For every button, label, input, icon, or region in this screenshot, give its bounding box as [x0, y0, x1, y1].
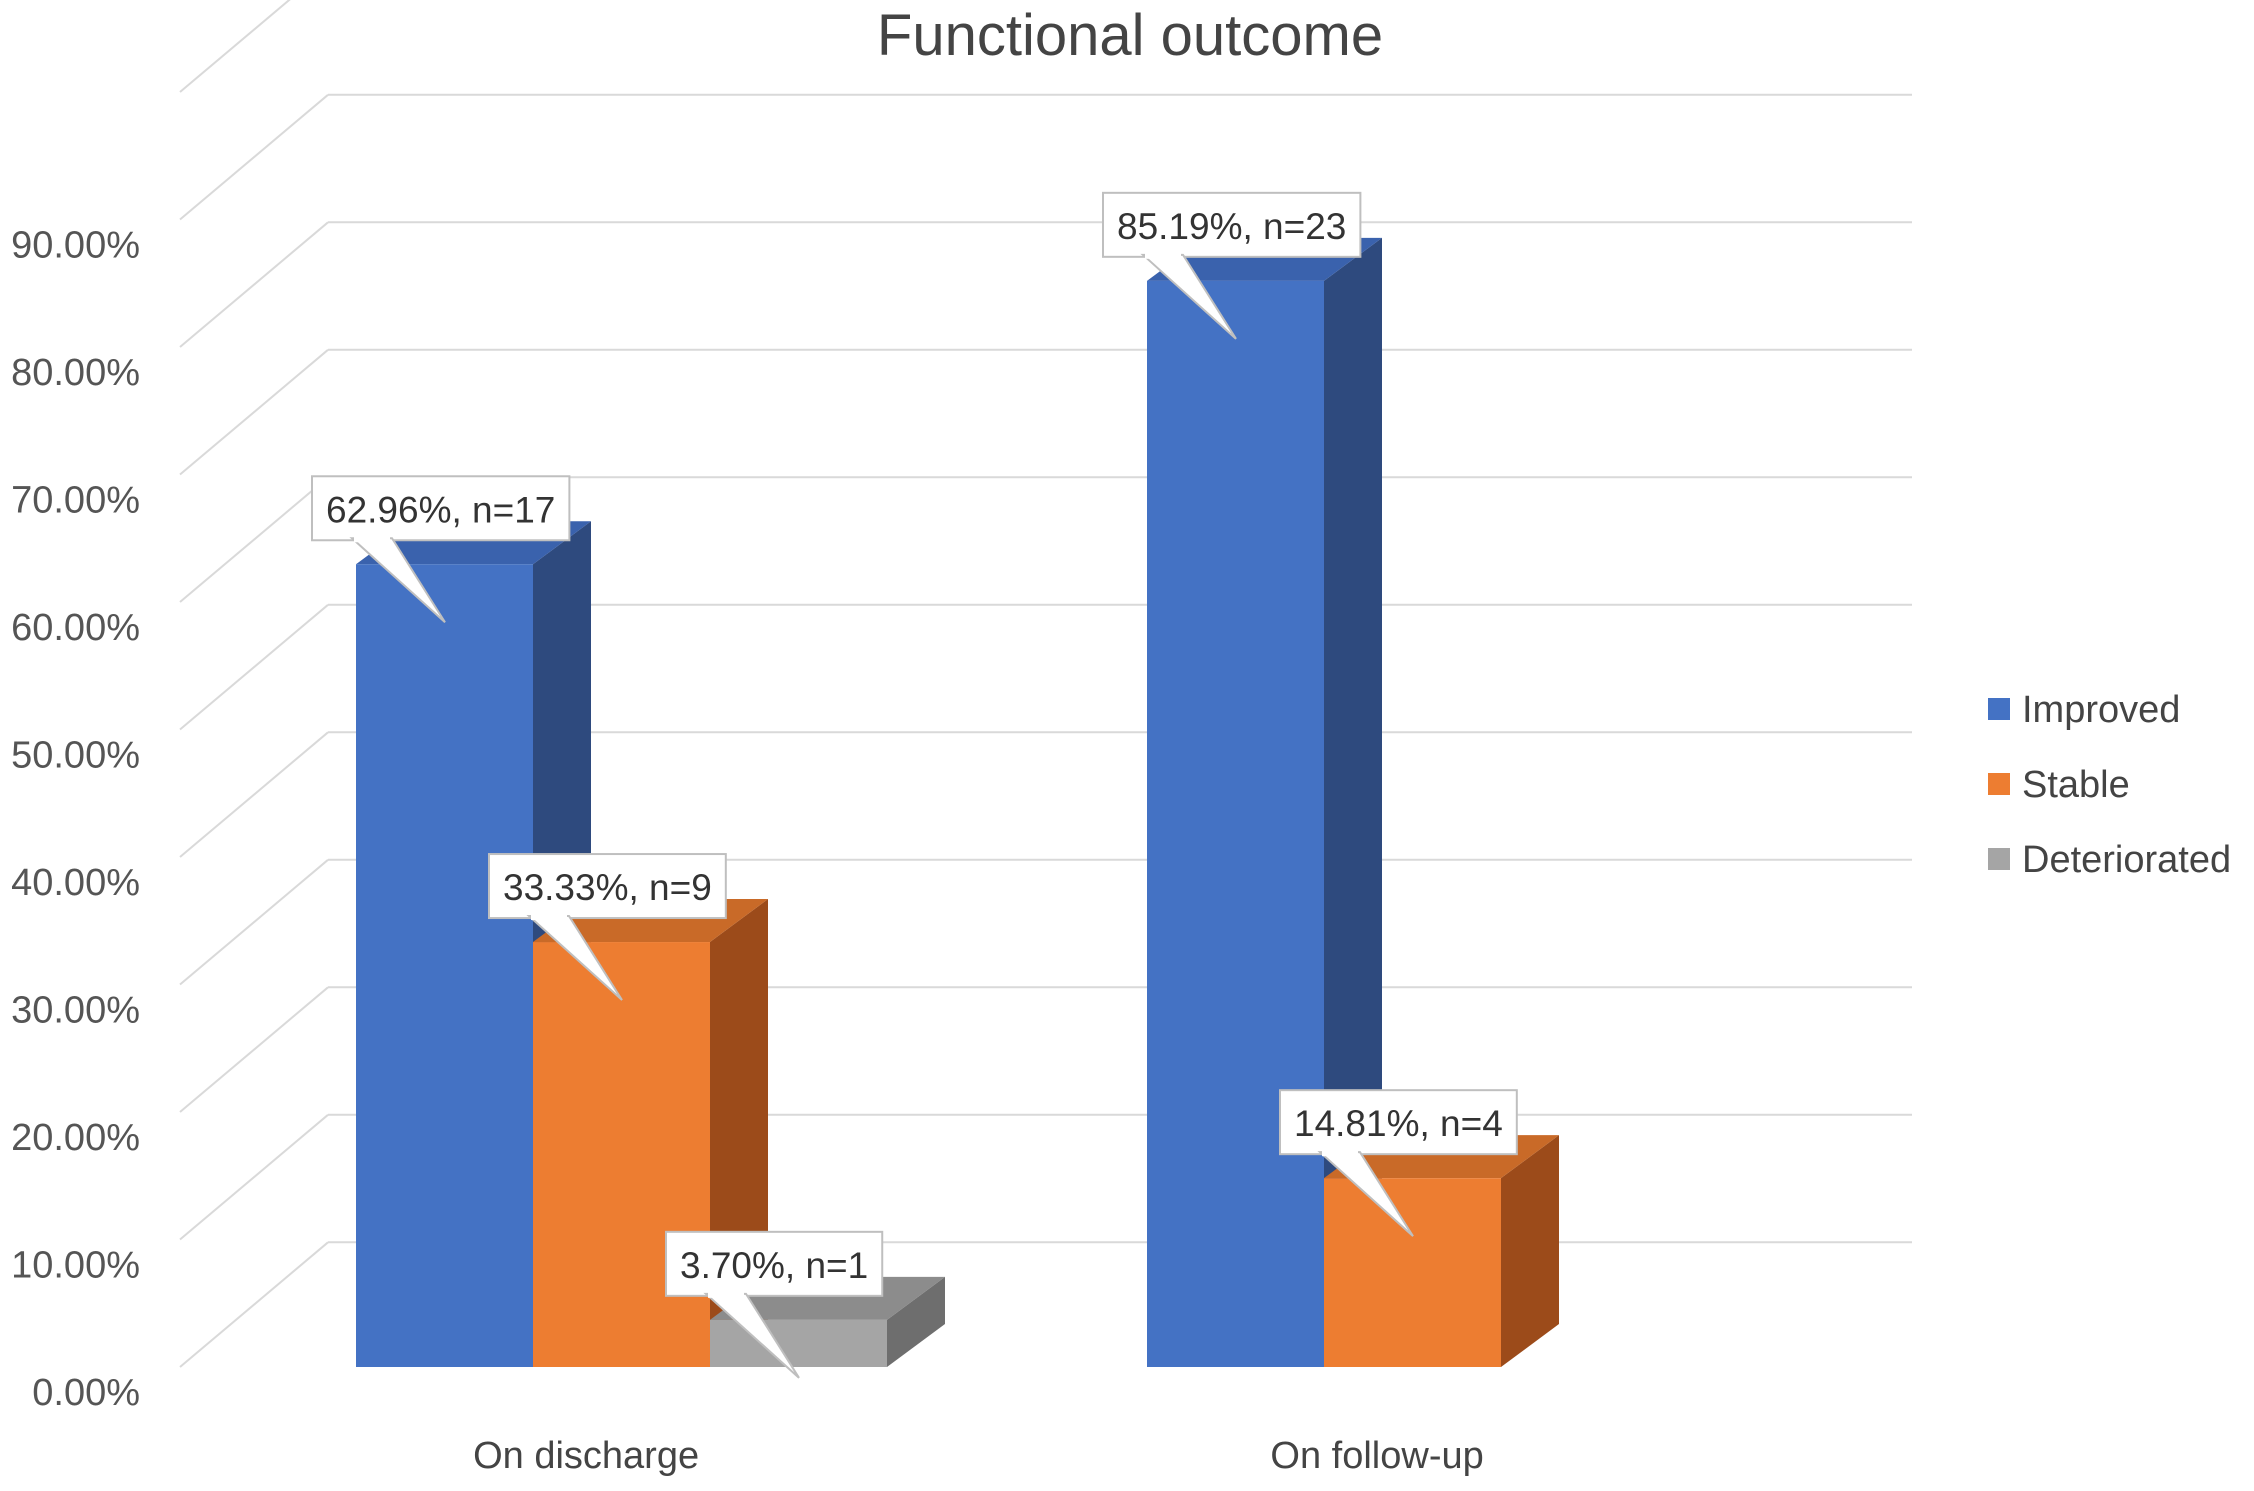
legend-swatch [1988, 698, 2010, 720]
legend-label: Deteriorated [2022, 839, 2231, 881]
data-label-stable-on-discharge: 33.33%, n=9 [488, 853, 727, 1001]
legend-label: Stable [2022, 764, 2130, 806]
legend-item-improved: Improved [1988, 689, 2180, 731]
callout-box [488, 853, 727, 920]
callout-seam [354, 536, 390, 543]
y-tick-label: 40.00% [11, 862, 140, 904]
y-tick-label: 50.00% [11, 735, 140, 777]
y-tick-label: 0.00% [32, 1372, 140, 1414]
legend-label: Improved [2022, 689, 2180, 731]
y-tick-label: 60.00% [11, 607, 140, 649]
gridline-diagonal [179, 94, 329, 221]
callout-seam [708, 1291, 744, 1298]
bar-side [1501, 1135, 1559, 1367]
data-label-text: 3.70%, n=1 [680, 1245, 868, 1286]
callout-seam [1322, 1150, 1358, 1157]
callout-box [311, 475, 571, 542]
data-label-text: 62.96%, n=17 [326, 489, 555, 530]
category-label-on-discharge: On discharge [473, 1435, 699, 1477]
bar-side [887, 1276, 945, 1367]
data-label-improved-on-discharge: 62.96%, n=17 [311, 475, 571, 624]
bar-side [1324, 237, 1382, 1367]
chart-title: Functional outcome [877, 3, 1383, 68]
callout-box [1279, 1089, 1518, 1156]
x-axis-categories: On discharge On follow-up [473, 1435, 1484, 1477]
gridline-diagonal [179, 986, 329, 1113]
y-tick-label: 80.00% [11, 352, 140, 394]
bar-front [533, 942, 710, 1367]
legend-swatch [1988, 773, 2010, 795]
data-label-stable-on-follow-up: 14.81%, n=4 [1279, 1089, 1518, 1237]
legend: Improved Stable Deteriorated [1988, 689, 2231, 881]
gridline-diagonal [179, 604, 329, 731]
legend-item-deteriorated: Deteriorated [1988, 839, 2231, 881]
data-label-text: 14.81%, n=4 [1294, 1103, 1503, 1144]
bar-improved-on-follow-up [1147, 237, 1382, 1367]
legend-item-stable: Stable [1988, 764, 2130, 806]
data-label-text: 85.19%, n=23 [1117, 206, 1346, 247]
gridline-diagonal [179, 0, 291, 93]
y-tick-label: 70.00% [11, 480, 140, 522]
category-label-on-follow-up: On follow-up [1270, 1435, 1483, 1477]
bar-front [1147, 280, 1324, 1367]
bar-front [356, 564, 533, 1367]
callout-box [1102, 191, 1362, 258]
callout-seam [1145, 252, 1181, 259]
gridline-diagonal [179, 1241, 329, 1368]
y-tick-label: 30.00% [11, 990, 140, 1032]
data-label-deteriorated-on-discharge: 3.70%, n=1 [665, 1230, 884, 1379]
gridline-diagonal [179, 476, 329, 603]
bar-front [710, 1319, 887, 1367]
gridline-diagonal [179, 349, 329, 476]
bar-front [1324, 1178, 1501, 1367]
callout-seam [531, 914, 567, 921]
gridline-diagonal [179, 1114, 329, 1241]
y-tick-label: 10.00% [11, 1245, 140, 1287]
data-label-improved-on-follow-up: 85.19%, n=23 [1102, 191, 1362, 340]
y-tick-label: 20.00% [11, 1117, 140, 1159]
legend-swatch [1988, 848, 2010, 870]
y-axis-ticks: 0.00% 10.00% 20.00% 30.00% 40.00% 50.00% 60.00… [11, 225, 140, 1415]
data-labels: 62.96%, n=17 33.33%, n=9 3.70%, n=1 85.19%,… [311, 191, 1518, 1379]
callout-box [665, 1230, 884, 1297]
gridline-diagonal [179, 859, 329, 986]
y-tick-label: 90.00% [11, 225, 140, 267]
gridline-diagonal [179, 221, 329, 348]
data-label-text: 33.33%, n=9 [503, 867, 712, 908]
gridline-diagonal [179, 731, 329, 858]
